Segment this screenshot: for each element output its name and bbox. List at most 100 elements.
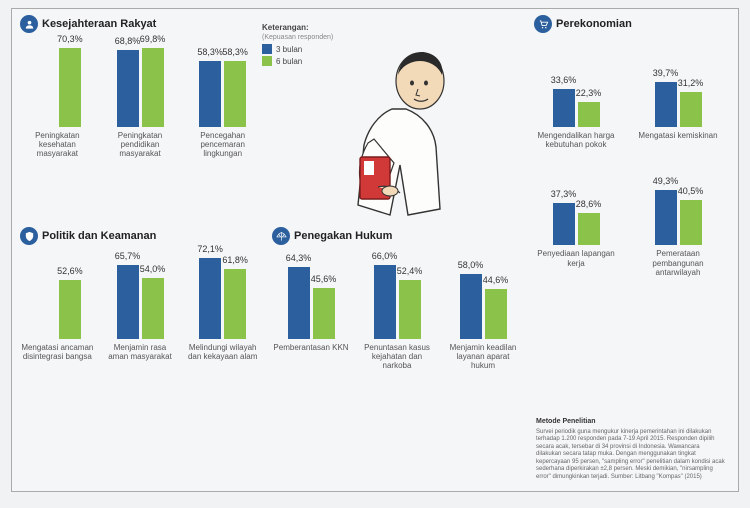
bar-value-label: 22,3% bbox=[576, 88, 602, 98]
section-ekon: Perekonomian 33,6%22,3%Mengendalikan har… bbox=[534, 15, 734, 277]
bar-value-label: 37,3% bbox=[551, 189, 577, 199]
chart-group: 33,6%22,3%Mengendalikan harga kebutuhan … bbox=[534, 37, 734, 277]
bar-6bulan: 52,6% bbox=[59, 280, 81, 339]
chart-item-label: Melindungi wilayah dan kekayaan alam bbox=[185, 343, 260, 361]
chart-item-label: Pemberantasan KKN bbox=[273, 343, 348, 352]
bar-6bulan: 54,0% bbox=[142, 278, 164, 339]
chart-item: 66,0%52,4%Penuntasan kasus kejahatan dan… bbox=[358, 249, 436, 371]
bar-pair: 37,3%28,6% bbox=[553, 155, 600, 245]
bar-value-label: 45,6% bbox=[311, 274, 337, 284]
bar-pair: 58,3%58,3% bbox=[199, 37, 246, 127]
section-title-text: Politik dan Keamanan bbox=[42, 230, 156, 242]
section-title: Politik dan Keamanan bbox=[20, 227, 260, 245]
bar-6bulan: 28,6% bbox=[578, 213, 600, 245]
bar-6bulan: 58,3% bbox=[224, 61, 246, 127]
bar-value-label: 58,3% bbox=[197, 47, 223, 57]
legend-title: Keterangan: bbox=[262, 23, 333, 32]
legend-swatch-blue bbox=[262, 44, 272, 54]
bar-value-label: 58,0% bbox=[458, 260, 484, 270]
chart-item-label: Mengatasi ancaman disintegrasi bangsa bbox=[20, 343, 95, 361]
section-polkam: Politik dan Keamanan 52,6% Mengatasi anca… bbox=[20, 227, 260, 361]
chart-item-label: Menjamin keadilan layanan aparat hukum bbox=[444, 343, 522, 371]
bar-pair: 66,0%52,4% bbox=[374, 249, 421, 339]
bar-pair: 70,3% bbox=[34, 37, 81, 127]
bar-pair: 68,8%69,8% bbox=[117, 37, 164, 127]
legend-label: 3 bulan bbox=[276, 45, 302, 54]
bar-3bulan: 39,7% bbox=[655, 82, 677, 127]
bar-6bulan: 69,8% bbox=[142, 48, 164, 127]
bar-3bulan: 72,1% bbox=[199, 258, 221, 339]
legend-label: 6 bulan bbox=[276, 57, 302, 66]
bar-value-label: 70,3% bbox=[57, 34, 83, 44]
chart-item-label: Pemerataan pembangunan antarwilayah bbox=[638, 249, 718, 277]
people-icon bbox=[20, 15, 38, 33]
chart-item: 70,3% Peningkatan kesehatan masyarakat bbox=[20, 37, 95, 159]
section-title: Penegakan Hukum bbox=[272, 227, 532, 245]
chart-item: 72,1%61,8% Melindungi wilayah dan kekayaa… bbox=[185, 249, 260, 361]
bar-pair: 33,6%22,3% bbox=[553, 37, 600, 127]
bar-6bulan: 44,6% bbox=[485, 289, 507, 339]
bar-value-label: 28,6% bbox=[576, 199, 602, 209]
chart-group: 64,3%45,6%Pemberantasan KKN66,0%52,4%Pen… bbox=[272, 249, 532, 371]
bar-value-label: 72,1% bbox=[197, 244, 223, 254]
chart-item: 68,8%69,8% Peningkatan pendidikan masyara… bbox=[103, 37, 178, 159]
chart-item-label: Penuntasan kasus kejahatan dan narkoba bbox=[358, 343, 436, 371]
chart-item: 58,3%58,3%Pencegahan pencemaran lingkung… bbox=[185, 37, 260, 159]
bar-value-label: 31,2% bbox=[678, 78, 704, 88]
bar-3bulan: 64,3% bbox=[288, 267, 310, 339]
chart-group: 70,3% Peningkatan kesehatan masyarakat 68,… bbox=[20, 37, 260, 159]
bar-value-label: 39,7% bbox=[653, 68, 679, 78]
bar-value-label: 52,6% bbox=[57, 266, 83, 276]
illustration-person bbox=[322, 39, 502, 229]
bar-6bulan: 22,3% bbox=[578, 102, 600, 127]
section-kesra: Kesejahteraan Rakyat 70,3% Peningkatan ke… bbox=[20, 15, 260, 159]
methodology-note: Metode Penelitian Survei periodik guna m… bbox=[536, 418, 726, 481]
chart-item: 37,3%28,6%Penyediaan lapangan kerja bbox=[534, 155, 618, 277]
chart-item-label: Peningkatan pendidikan masyarakat bbox=[103, 131, 178, 159]
bar-3bulan: 58,3% bbox=[199, 61, 221, 127]
bar-value-label: 64,3% bbox=[286, 253, 312, 263]
bar-6bulan: 45,6% bbox=[313, 288, 335, 339]
bar-value-label: 69,8% bbox=[140, 34, 166, 44]
chart-item-label: Penyediaan lapangan kerja bbox=[536, 249, 616, 267]
bar-6bulan: 40,5% bbox=[680, 200, 702, 246]
bar-6bulan: 70,3% bbox=[59, 48, 81, 127]
section-title-text: Penegakan Hukum bbox=[294, 230, 392, 242]
method-title: Metode Penelitian bbox=[536, 418, 726, 427]
bar-value-label: 54,0% bbox=[140, 264, 166, 274]
section-title: Perekonomian bbox=[534, 15, 734, 33]
bar-3bulan: 68,8% bbox=[117, 50, 139, 127]
section-hukum: Penegakan Hukum 64,3%45,6%Pemberantasan … bbox=[272, 227, 532, 371]
bar-3bulan: 33,6% bbox=[553, 89, 575, 127]
bar-value-label: 40,5% bbox=[678, 186, 704, 196]
bar-pair: 65,7%54,0% bbox=[117, 249, 164, 339]
bar-3bulan: 49,3% bbox=[655, 190, 677, 245]
chart-item-label: Peningkatan kesehatan masyarakat bbox=[20, 131, 95, 159]
bar-value-label: 52,4% bbox=[397, 266, 423, 276]
bar-pair: 64,3%45,6% bbox=[288, 249, 335, 339]
bar-pair: 72,1%61,8% bbox=[199, 249, 246, 339]
legend-swatch-green bbox=[262, 56, 272, 66]
chart-group: 52,6% Mengatasi ancaman disintegrasi bang… bbox=[20, 249, 260, 361]
bar-value-label: 44,6% bbox=[483, 275, 509, 285]
chart-item: 58,0%44,6%Menjamin keadilan layanan apar… bbox=[444, 249, 522, 371]
section-title-text: Perekonomian bbox=[556, 18, 632, 30]
bar-pair: 39,7%31,2% bbox=[655, 37, 702, 127]
bar-pair: 52,6% bbox=[34, 249, 81, 339]
scales-icon bbox=[272, 227, 290, 245]
bar-pair: 49,3%40,5% bbox=[655, 155, 702, 245]
bar-3bulan: 58,0% bbox=[460, 274, 482, 339]
chart-item-label: Mengendalikan harga kebutuhan pokok bbox=[536, 131, 616, 149]
bar-pair: 58,0%44,6% bbox=[460, 249, 507, 339]
bar-6bulan: 31,2% bbox=[680, 92, 702, 127]
chart-item: 65,7%54,0%Menjamin rasa aman masyarakat bbox=[103, 249, 178, 361]
chart-item: 49,3%40,5% Pemerataan pembangunan antarwi… bbox=[636, 155, 720, 277]
bar-3bulan: 65,7% bbox=[117, 265, 139, 339]
bar-value-label: 33,6% bbox=[551, 75, 577, 85]
chart-item: 39,7%31,2%Mengatasi kemiskinan bbox=[636, 37, 720, 149]
chart-item-label: Mengatasi kemiskinan bbox=[638, 131, 717, 140]
section-title-text: Kesejahteraan Rakyat bbox=[42, 18, 156, 30]
bar-3bulan: 66,0% bbox=[374, 265, 396, 339]
shield-icon bbox=[20, 227, 38, 245]
bar-value-label: 66,0% bbox=[372, 251, 398, 261]
